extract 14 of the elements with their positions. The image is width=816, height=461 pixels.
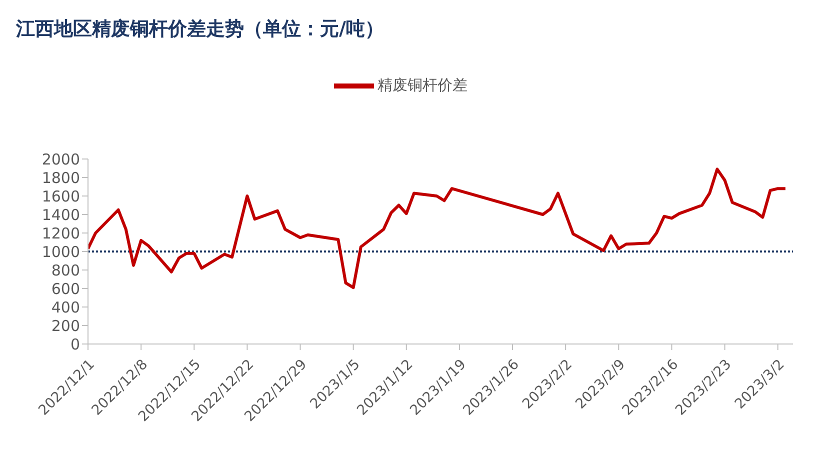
y-tick-label: 1200 <box>42 224 80 242</box>
y-tick-label: 2000 <box>42 150 80 168</box>
y-tick-label: 600 <box>51 280 80 298</box>
legend-label: 精废铜杆价差 <box>378 76 468 94</box>
y-tick-label: 1000 <box>42 242 80 261</box>
y-tick-label: 800 <box>51 261 80 280</box>
chart-title: 江西地区精废铜杆价差走势（单位：元/吨） <box>16 17 384 42</box>
y-tick-label: 1400 <box>42 206 80 224</box>
y-tick-label: 0 <box>70 335 80 354</box>
y-tick-label: 200 <box>51 316 80 335</box>
y-tick-label: 1800 <box>42 168 80 187</box>
y-tick-label: 400 <box>51 298 80 316</box>
y-tick-label: 1600 <box>42 187 80 206</box>
line-series <box>88 168 787 290</box>
